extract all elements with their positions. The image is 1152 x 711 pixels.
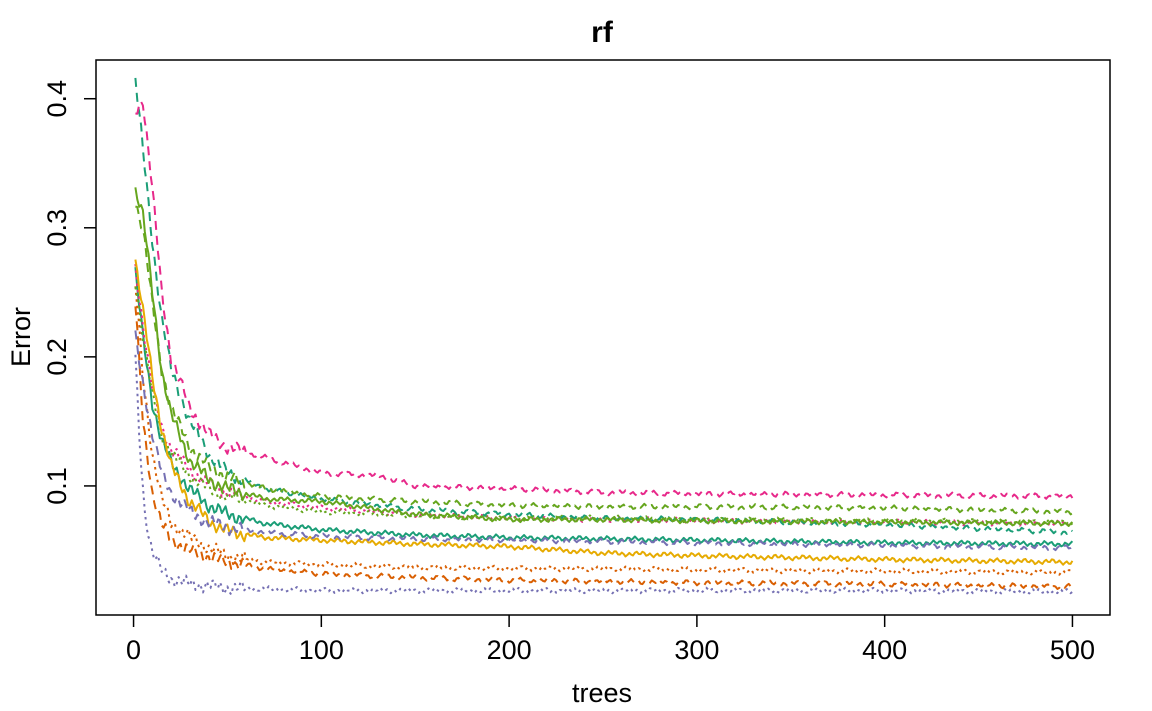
x-tick-label: 400	[862, 635, 907, 665]
series-line	[134, 330, 1074, 552]
series-layer	[134, 77, 1074, 596]
series-line	[134, 306, 1073, 590]
series-line	[135, 205, 1073, 516]
y-tick-label: 0.1	[42, 467, 72, 505]
series-line	[134, 187, 1074, 527]
y-axis-label: Error	[6, 307, 36, 367]
chart-title: rf	[591, 16, 614, 49]
x-tick-label: 100	[299, 635, 344, 665]
x-tick-label: 300	[674, 635, 719, 665]
series-line	[134, 267, 1074, 548]
series-line	[135, 100, 1074, 500]
series-line	[134, 354, 1073, 596]
series-line	[134, 286, 1074, 576]
x-axis-label: trees	[572, 678, 632, 708]
x-axis: 0 100 200 300 400 500	[126, 615, 1095, 665]
x-tick-label: 200	[487, 635, 532, 665]
plot-frame	[95, 59, 1111, 616]
series-line	[134, 77, 1073, 536]
y-tick-label: 0.4	[42, 80, 72, 118]
series-line	[134, 263, 1073, 527]
x-tick-label: 0	[126, 635, 141, 665]
series-line	[134, 259, 1074, 566]
x-tick-label: 500	[1050, 635, 1095, 665]
y-tick-label: 0.2	[42, 338, 72, 376]
y-axis: 0.1 0.2 0.3 0.4	[42, 80, 96, 505]
y-tick-label: 0.3	[42, 209, 72, 247]
